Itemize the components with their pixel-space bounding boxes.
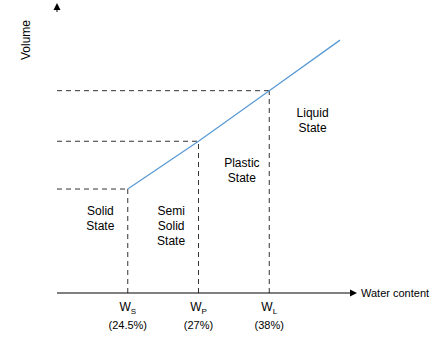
svg-text:Water content: Water content: [361, 287, 429, 299]
svg-text:(38%): (38%): [255, 319, 284, 331]
svg-text:WL: WL: [261, 300, 277, 316]
svg-text:(27%): (27%): [184, 319, 213, 331]
svg-text:Volume: Volume: [19, 20, 33, 60]
svg-text:SolidState: SolidState: [86, 204, 114, 233]
svg-text:SemiSolidState: SemiSolidState: [157, 204, 185, 248]
svg-text:PlasticState: PlasticState: [224, 156, 259, 185]
svg-text:LiquidState: LiquidState: [297, 106, 329, 135]
svg-text:(24.5%): (24.5%): [108, 319, 147, 331]
svg-text:WP: WP: [190, 300, 207, 316]
svg-text:WS: WS: [119, 300, 136, 316]
